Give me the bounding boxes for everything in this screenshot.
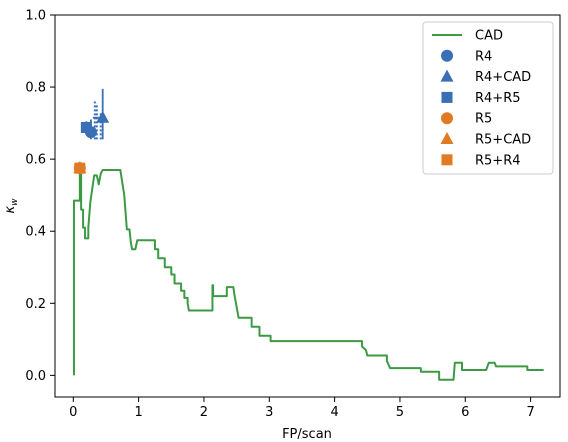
legend-swatch-triangle — [440, 69, 454, 82]
axis-ticks: 0 1 2 3 4 5 6 7 0.0 0.2 0.4 0.6 0.8 1.0 — [25, 9, 534, 421]
y-tick-label: 0.8 — [25, 81, 46, 96]
plot-area — [72, 88, 544, 381]
legend-items: CAD R4 R4+CAD R4+R5 R5 R5+CAD R5+R4 — [432, 29, 531, 168]
y-tick-label: 0.6 — [25, 153, 46, 168]
y-tick-label: 0.4 — [25, 225, 46, 240]
legend-label: R4+R5 — [475, 91, 521, 106]
x-tick-label: 4 — [330, 405, 338, 420]
y-axis-label: κw — [3, 198, 20, 214]
legend-swatch-circle — [441, 49, 453, 62]
legend-frame — [422, 21, 554, 175]
legend-label: R5+CAD — [475, 133, 531, 148]
marker-r5-plus-r4 — [74, 162, 86, 174]
x-tick-label: 5 — [396, 405, 404, 420]
legend-swatch-square — [441, 154, 453, 166]
x-axis-label: FP/scan — [282, 427, 332, 442]
x-tick-label: 6 — [461, 405, 469, 420]
y-axis-label-symbol: κ — [3, 206, 18, 214]
y-tick-label: 0.2 — [25, 297, 46, 312]
series-line-cad — [72, 168, 544, 381]
y-tick-label: 0.0 — [25, 369, 46, 384]
x-tick-label: 7 — [526, 405, 534, 420]
legend-label: R5+R4 — [475, 153, 521, 168]
marker-r4-plus-cad — [96, 110, 110, 123]
marker-r4-plus-r5 — [80, 121, 92, 133]
x-tick-label: 3 — [265, 405, 273, 420]
legend: CAD R4 R4+CAD R4+R5 R5 R5+CAD R5+R4 — [422, 21, 554, 175]
legend-label: R4+CAD — [475, 70, 531, 85]
x-tick-label: 0 — [69, 405, 77, 420]
y-axis-label-subscript: w — [10, 198, 20, 206]
y-tick-label: 1.0 — [25, 9, 46, 24]
legend-swatch-triangle — [440, 132, 454, 144]
legend-swatch-circle — [441, 112, 453, 125]
legend-label: R4 — [475, 49, 492, 64]
x-tick-label: 1 — [134, 405, 142, 420]
legend-label: CAD — [475, 29, 503, 44]
legend-swatch-square — [441, 91, 453, 103]
x-tick-label: 2 — [200, 405, 208, 420]
legend-label: R5 — [475, 112, 492, 127]
plot-frame — [54, 14, 561, 398]
